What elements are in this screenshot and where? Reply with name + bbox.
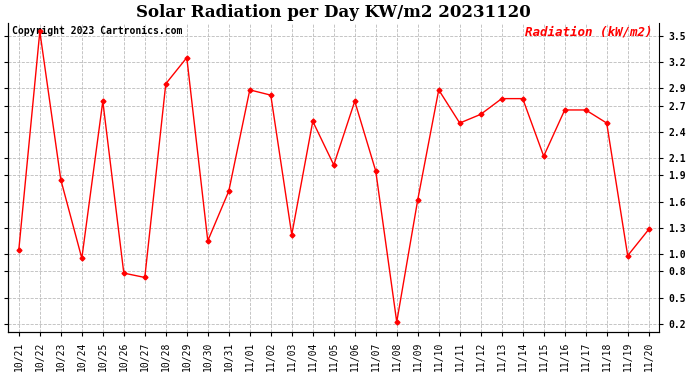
Title: Solar Radiation per Day KW/m2 20231120: Solar Radiation per Day KW/m2 20231120: [137, 4, 531, 21]
Text: Radiation (kW/m2): Radiation (kW/m2): [525, 26, 653, 39]
Text: Copyright 2023 Cartronics.com: Copyright 2023 Cartronics.com: [12, 26, 182, 36]
